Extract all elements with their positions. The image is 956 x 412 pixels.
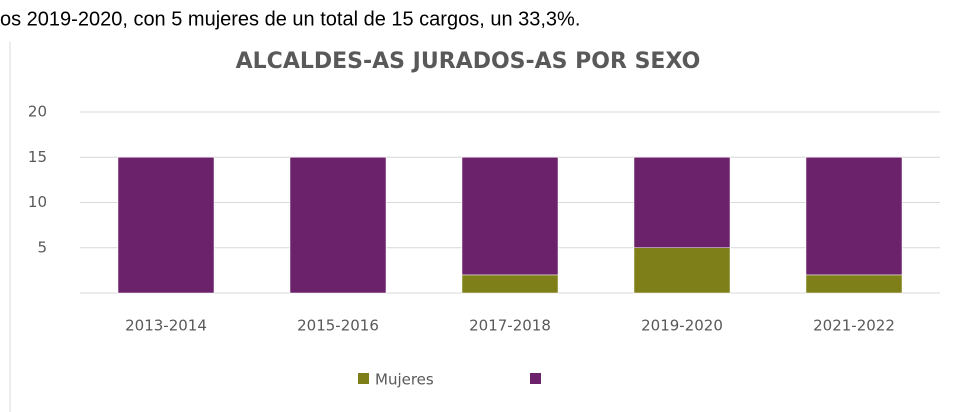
y-tick-label: 5 bbox=[37, 238, 47, 256]
y-tick-label: 10 bbox=[28, 193, 47, 211]
chart-title: ALCALDES-AS JURADOS-AS POR SEXO bbox=[236, 49, 701, 74]
bar-segment bbox=[805, 274, 903, 294]
bar-segment bbox=[461, 274, 559, 294]
legend-swatch bbox=[358, 373, 369, 384]
x-tick-label: 2017-2018 bbox=[469, 317, 551, 335]
bar-segment bbox=[461, 157, 559, 276]
legend-label: Mujeres bbox=[375, 371, 434, 389]
x-tick-label: 2021-2022 bbox=[813, 317, 895, 335]
x-tick-label: 2013-2014 bbox=[125, 317, 207, 335]
x-tick-label: 2015-2016 bbox=[297, 317, 379, 335]
intro-text: os 2019-2020, con 5 mujeres de un total … bbox=[0, 8, 580, 30]
bar-segment bbox=[117, 157, 215, 294]
legend-swatch bbox=[530, 373, 541, 384]
bar-segment bbox=[633, 157, 731, 248]
bar-segment bbox=[633, 247, 731, 294]
y-tick-label: 15 bbox=[28, 148, 47, 166]
x-tick-label: 2019-2020 bbox=[641, 317, 723, 335]
y-tick-label: 20 bbox=[28, 103, 47, 121]
bar-segment bbox=[289, 157, 387, 294]
bar-segment bbox=[805, 157, 903, 276]
